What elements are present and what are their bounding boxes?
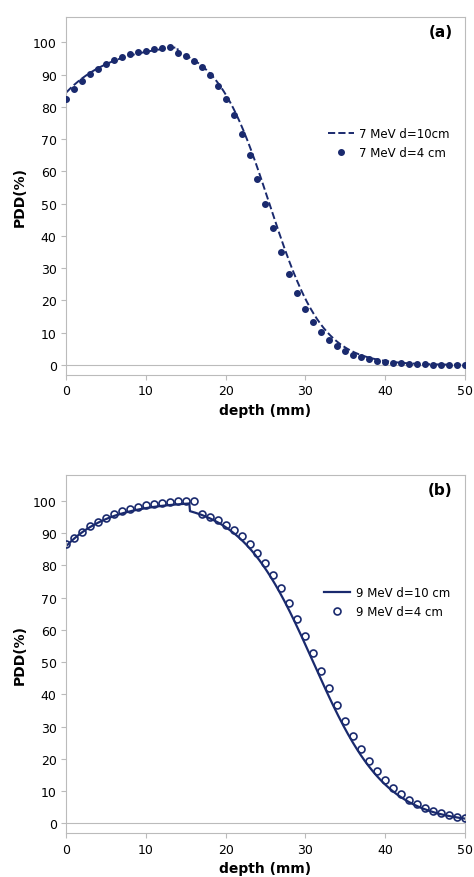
7 MeV d=4 cm (462, 360, 467, 371)
7 MeV d=4 cm (167, 43, 173, 53)
9 MeV d=10 cm (299, 631, 304, 642)
9 MeV d=4 cm (454, 811, 459, 822)
7 MeV d=4 cm (64, 95, 69, 105)
7 MeV d=4 cm (358, 353, 364, 363)
Text: (b): (b) (428, 482, 453, 497)
9 MeV d=10 cm (462, 813, 467, 824)
Line: 7 MeV d=10cm: 7 MeV d=10cm (66, 48, 465, 366)
7 MeV d=4 cm (334, 342, 340, 353)
7 MeV d=10cm (64, 88, 69, 98)
9 MeV d=10 cm (166, 500, 172, 510)
7 MeV d=4 cm (151, 45, 157, 55)
7 MeV d=10cm (299, 287, 304, 297)
9 MeV d=10 cm (364, 759, 370, 769)
X-axis label: depth (mm): depth (mm) (219, 403, 311, 417)
Line: 7 MeV d=4 cm: 7 MeV d=4 cm (64, 46, 467, 368)
9 MeV d=4 cm (334, 701, 340, 711)
9 MeV d=4 cm (199, 509, 205, 519)
9 MeV d=4 cm (462, 813, 467, 824)
Legend: 7 MeV d=10cm, 7 MeV d=4 cm: 7 MeV d=10cm, 7 MeV d=4 cm (323, 124, 455, 165)
Legend: 9 MeV d=10 cm, 9 MeV d=4 cm: 9 MeV d=10 cm, 9 MeV d=4 cm (319, 581, 455, 623)
X-axis label: depth (mm): depth (mm) (219, 861, 311, 875)
9 MeV d=10 cm (244, 541, 250, 552)
7 MeV d=10cm (174, 43, 180, 53)
9 MeV d=10 cm (330, 700, 336, 710)
Line: 9 MeV d=4 cm: 9 MeV d=4 cm (63, 498, 468, 822)
7 MeV d=10cm (244, 135, 250, 146)
Y-axis label: PDD(%): PDD(%) (13, 167, 27, 226)
7 MeV d=4 cm (454, 360, 459, 371)
Text: (a): (a) (428, 25, 453, 39)
7 MeV d=10cm (462, 360, 467, 371)
9 MeV d=4 cm (191, 496, 197, 507)
9 MeV d=4 cm (151, 499, 157, 510)
7 MeV d=10cm (166, 44, 172, 54)
7 MeV d=4 cm (199, 63, 205, 74)
7 MeV d=4 cm (191, 57, 197, 68)
9 MeV d=10 cm (186, 499, 192, 510)
9 MeV d=4 cm (183, 496, 189, 507)
Line: 9 MeV d=10 cm: 9 MeV d=10 cm (66, 504, 465, 818)
7 MeV d=10cm (134, 49, 140, 60)
Y-axis label: PDD(%): PDD(%) (13, 624, 27, 684)
9 MeV d=4 cm (64, 539, 69, 550)
9 MeV d=10 cm (134, 505, 140, 516)
9 MeV d=4 cm (358, 745, 364, 755)
7 MeV d=10cm (330, 333, 336, 344)
9 MeV d=10 cm (64, 541, 69, 552)
7 MeV d=10cm (364, 353, 370, 363)
